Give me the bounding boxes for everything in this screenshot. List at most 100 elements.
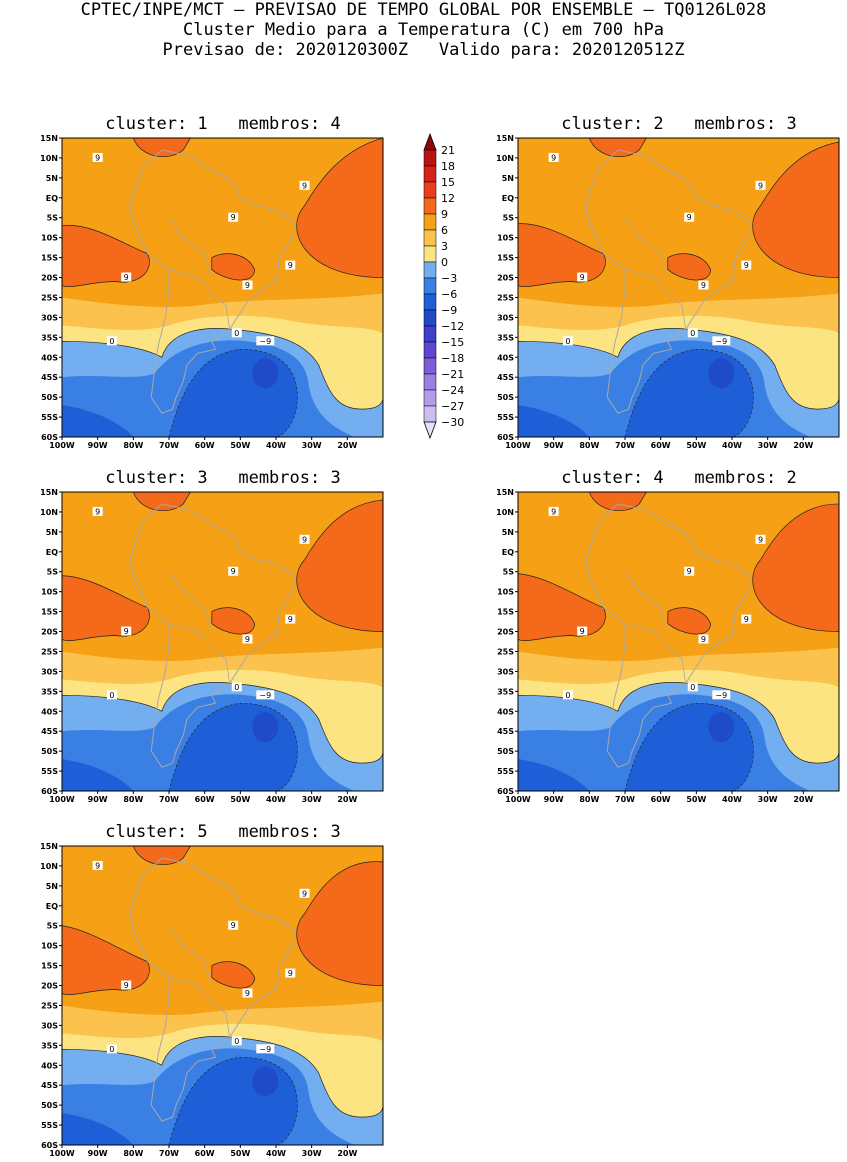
x-tick-label: 60W bbox=[195, 795, 215, 804]
y-tick-label: 25S bbox=[41, 1001, 58, 1010]
y-tick-label: 10N bbox=[40, 862, 58, 871]
colorbar-segment bbox=[423, 357, 437, 375]
y-tick-label: 35S bbox=[497, 687, 514, 696]
contour-label: 9 bbox=[551, 507, 556, 516]
contour-label: 0 bbox=[234, 683, 239, 692]
colorbar-label: −27 bbox=[441, 400, 464, 413]
y-tick-label: 15N bbox=[40, 488, 58, 497]
contour-label: 9 bbox=[302, 181, 307, 190]
colorbar-segment bbox=[423, 389, 437, 407]
y-tick-label: EQ bbox=[502, 194, 514, 203]
x-tick-label: 100W bbox=[49, 441, 75, 450]
y-tick-label: 50S bbox=[497, 747, 514, 756]
contour-label-box bbox=[228, 566, 239, 576]
temperature-band-minus9-minus6 bbox=[518, 405, 590, 437]
x-tick-label: 100W bbox=[505, 441, 531, 450]
x-tick-label: 80W bbox=[579, 441, 599, 450]
contour-label: 9 bbox=[245, 635, 250, 644]
y-tick-label: 5S bbox=[47, 922, 59, 931]
x-tick-label: 50W bbox=[686, 441, 706, 450]
temperature-band-minus9-minus6 bbox=[518, 759, 590, 791]
y-tick-label: 60S bbox=[41, 787, 58, 796]
x-tick-label: 50W bbox=[230, 795, 250, 804]
x-tick-label: 80W bbox=[123, 441, 143, 450]
y-tick-label: 5S bbox=[47, 214, 59, 223]
map-panel-cluster-3: 9 9 9 9 9 9 0 0 −9 15N 10N 5N EQ 5S 10S 15S 20S 25S 30S 35S… bbox=[40, 488, 384, 804]
colorbar-segment bbox=[423, 261, 437, 279]
temperature-band-9-12 bbox=[62, 925, 150, 995]
contour-label: 9 bbox=[302, 889, 307, 898]
y-tick-label: 10S bbox=[497, 234, 514, 243]
temperature-band-9-12 bbox=[211, 253, 255, 281]
y-tick-label: 15S bbox=[41, 962, 58, 971]
y-tick-label: 20S bbox=[497, 628, 514, 637]
x-tick-label: 40W bbox=[266, 1149, 286, 1158]
x-tick-label: 70W bbox=[159, 1149, 179, 1158]
contour-label-box bbox=[285, 260, 296, 270]
y-tick-label: 25S bbox=[497, 647, 514, 656]
temperature-band-9-12 bbox=[752, 141, 839, 278]
contour-label-box bbox=[687, 682, 698, 692]
x-tick-label: 40W bbox=[722, 795, 742, 804]
y-tick-label: 15N bbox=[40, 842, 58, 851]
temperature-band-minus9-minus6 bbox=[62, 405, 134, 437]
colorbar-label: −24 bbox=[441, 384, 464, 397]
colorbar-label: −18 bbox=[441, 352, 464, 365]
contour-label-box bbox=[741, 614, 752, 624]
contour-label: 9 bbox=[245, 281, 250, 290]
panel-title-cluster-4: cluster: 4 membros: 2 bbox=[561, 468, 797, 488]
y-tick-label: 35S bbox=[497, 333, 514, 342]
temperature-band-9-12 bbox=[296, 861, 383, 986]
contour-label-box bbox=[121, 626, 132, 636]
y-tick-label: 10S bbox=[41, 234, 58, 243]
contour-label: 9 bbox=[701, 281, 706, 290]
temperature-band-9-12 bbox=[752, 503, 839, 632]
temperature-band-9-12 bbox=[211, 607, 255, 635]
x-tick-label: 90W bbox=[88, 795, 108, 804]
y-tick-label: 5N bbox=[46, 174, 58, 183]
x-tick-label: 30W bbox=[302, 795, 322, 804]
contour-label: 9 bbox=[231, 213, 236, 222]
colorbar-segment bbox=[423, 421, 437, 440]
colorbar-label: −12 bbox=[441, 320, 464, 333]
chart-title-line3: Previsao de: 2020120300Z Valido para: 20… bbox=[162, 40, 685, 60]
y-tick-label: 10N bbox=[40, 508, 58, 517]
temperature-band-9-12 bbox=[588, 138, 647, 157]
coastline bbox=[129, 503, 295, 768]
contour-label: 9 bbox=[288, 615, 293, 624]
y-tick-label: 45S bbox=[41, 1081, 58, 1090]
y-tick-label: 30S bbox=[41, 667, 58, 676]
country-border bbox=[168, 925, 213, 986]
temperature-band-9-12 bbox=[667, 253, 711, 281]
contour-label-box bbox=[698, 280, 709, 290]
contour-label: −9 bbox=[259, 337, 271, 346]
country-border bbox=[168, 217, 213, 278]
x-tick-label: 90W bbox=[544, 441, 564, 450]
x-tick-label: 90W bbox=[88, 441, 108, 450]
country-border bbox=[168, 269, 231, 330]
y-tick-label: 45S bbox=[497, 727, 514, 736]
y-tick-label: 5S bbox=[503, 568, 515, 577]
contour-label-box bbox=[106, 336, 117, 346]
panel-title-cluster-2: cluster: 2 membros: 3 bbox=[561, 114, 797, 134]
contour-label: 9 bbox=[701, 635, 706, 644]
y-tick-label: 40S bbox=[41, 707, 58, 716]
x-tick-label: 60W bbox=[195, 441, 215, 450]
y-tick-label: 30S bbox=[41, 1021, 58, 1030]
y-tick-label: 55S bbox=[41, 1121, 58, 1130]
y-tick-label: 30S bbox=[41, 313, 58, 322]
contour-label: 0 bbox=[109, 691, 114, 700]
contour-label: 9 bbox=[551, 153, 556, 162]
contour-label-box bbox=[256, 690, 275, 700]
y-tick-label: 10S bbox=[41, 588, 58, 597]
y-tick-label: 20S bbox=[41, 982, 58, 991]
colorbar-segment bbox=[423, 325, 437, 343]
contour-label: 9 bbox=[580, 627, 585, 636]
colorbar-segment bbox=[423, 373, 437, 391]
y-tick-label: 55S bbox=[497, 767, 514, 776]
contour-label: 9 bbox=[124, 981, 129, 990]
y-tick-label: 45S bbox=[497, 373, 514, 382]
colorbar-label: −6 bbox=[441, 288, 457, 301]
temperature-band-9-12 bbox=[132, 138, 191, 157]
x-tick-label: 60W bbox=[651, 795, 671, 804]
